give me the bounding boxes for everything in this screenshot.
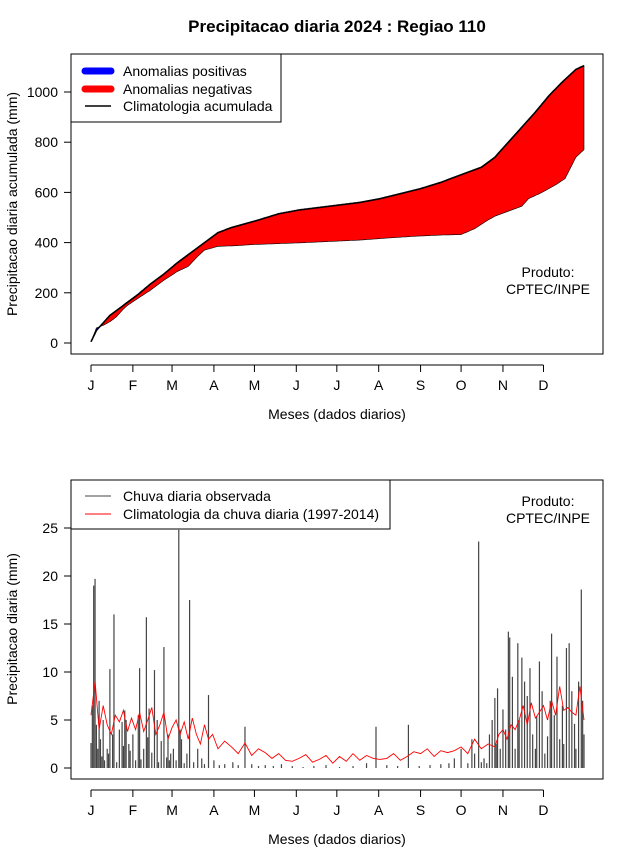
- x-tick-label: S: [416, 377, 425, 393]
- legend-box: [70, 479, 391, 530]
- legend-entry: Chuva diaria observada: [123, 488, 271, 504]
- x-tick-label: O: [456, 377, 467, 393]
- product-label: Produto:: [522, 264, 575, 280]
- daily-precipitation-chart: 0 5 10 15 20 25 J F M A M J J A S O N D Meses (dados dia…: [4, 479, 604, 847]
- observed-rain-bars: [90, 529, 585, 768]
- x-tick-label: D: [538, 377, 548, 393]
- product-label: Produto:: [522, 493, 575, 509]
- y-tick-label: 200: [35, 285, 59, 301]
- y-tick-label: 600: [35, 184, 59, 200]
- x-tick-label: J: [333, 377, 340, 393]
- y-tick-label: 20: [42, 568, 58, 584]
- x-tick-label: J: [293, 802, 300, 818]
- y-tick-label: 25: [42, 520, 58, 536]
- legend-entry: Climatologia da chuva diaria (1997-2014): [123, 506, 379, 522]
- x-tick-label: N: [498, 377, 508, 393]
- legend: Anomalias positivas Anomalias negativas …: [70, 53, 282, 123]
- legend-entry: Anomalias positivas: [123, 63, 247, 79]
- y-tick-label: 10: [42, 664, 58, 680]
- anomaly-area: [90, 64, 585, 343]
- y-axis-label: Precipitacao diaria (mm): [4, 553, 20, 705]
- y-axis: 0 200 400 600 800 1000: [27, 84, 72, 351]
- x-tick-label: S: [416, 802, 425, 818]
- product-source: CPTEC/INPE: [506, 510, 590, 526]
- y-tick-label: 800: [35, 134, 59, 150]
- y-tick-label: 5: [50, 712, 58, 728]
- x-tick-label: A: [374, 377, 384, 393]
- legend-entry: Climatologia acumulada: [123, 98, 273, 114]
- x-tick-label: F: [129, 377, 138, 393]
- y-tick-label: 1000: [27, 84, 58, 100]
- x-axis-label: Meses (dados diarios): [268, 831, 406, 847]
- y-axis: 0 5 10 15 20 25: [42, 520, 72, 776]
- x-tick-label: M: [249, 377, 261, 393]
- x-tick-label: J: [88, 377, 95, 393]
- x-tick-label: M: [166, 802, 178, 818]
- x-tick-label: F: [129, 802, 138, 818]
- legend: Chuva diaria observada Climatologia da c…: [70, 479, 391, 530]
- accumulated-precipitation-chart: 0 200 400 600 800 1000 J F M A M J J A S O N D Meses (da…: [4, 53, 604, 422]
- x-tick-label: M: [249, 802, 261, 818]
- chart-title: Precipitacao diaria 2024 : Regiao 110: [188, 17, 486, 36]
- y-tick-label: 400: [35, 235, 59, 251]
- x-tick-label: M: [166, 377, 178, 393]
- x-tick-label: J: [333, 802, 340, 818]
- x-tick-label: N: [498, 802, 508, 818]
- y-tick-label: 0: [50, 335, 58, 351]
- climatology-daily-line: [90, 681, 585, 764]
- x-tick-label: D: [538, 802, 548, 818]
- x-tick-label: J: [88, 802, 95, 818]
- x-tick-label: A: [209, 802, 219, 818]
- product-source: CPTEC/INPE: [506, 281, 590, 297]
- y-tick-label: 0: [50, 760, 58, 776]
- x-axis-label: Meses (dados diarios): [268, 406, 406, 422]
- climatology-line-group: [90, 681, 585, 764]
- y-axis-label: Precipitacao diaria acumulada (mm): [4, 92, 20, 316]
- y-tick-label: 15: [42, 616, 58, 632]
- x-tick-label: O: [456, 802, 467, 818]
- climatology-accumulated-line: [90, 64, 585, 343]
- x-tick-label: J: [293, 377, 300, 393]
- x-tick-label: A: [374, 802, 384, 818]
- legend-entry: Anomalias negativas: [123, 81, 252, 97]
- x-tick-label: A: [209, 377, 219, 393]
